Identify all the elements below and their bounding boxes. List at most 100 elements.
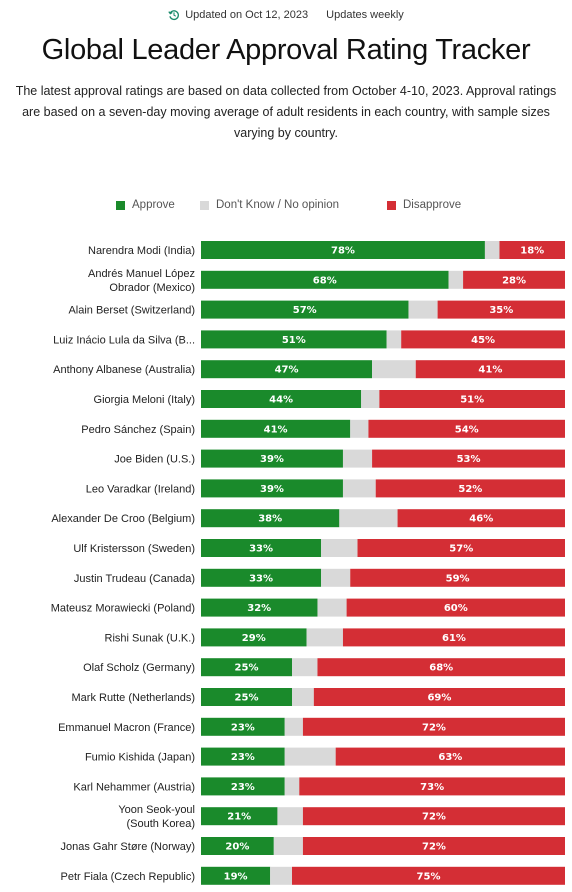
bar-segment-approve xyxy=(201,747,285,766)
legend-swatch-disapprove xyxy=(387,200,396,210)
data-label-disapprove: 57% xyxy=(449,544,473,555)
bar-segment-dont-know xyxy=(448,270,464,289)
bar-segment-dont-know xyxy=(342,449,373,468)
data-label-approve: 47% xyxy=(275,365,299,376)
data-label-disapprove: 63% xyxy=(438,752,462,763)
bar-segment-disapprove xyxy=(375,479,565,498)
legend-item-approve: Approve xyxy=(116,199,175,211)
data-label-approve: 51% xyxy=(282,335,306,346)
chart-row: Giorgia Meloni (Italy) 44% 51% xyxy=(94,390,565,408)
updated-date-text: Updated on Oct 12, 2023 xyxy=(185,9,309,21)
updated-info: Updated on Oct 12, 2023 xyxy=(168,9,308,21)
data-label-approve: 38% xyxy=(258,514,282,525)
category-label: Mateusz Morawiecki (Poland) xyxy=(51,603,195,615)
bar-segment-approve xyxy=(201,807,278,826)
bar-segment-approve xyxy=(201,688,292,706)
chart-row: Leo Varadkar (Ireland) 39% 52% xyxy=(86,479,565,498)
page-subtitle: The latest approval ratings are based on… xyxy=(15,84,557,140)
bar-segment-dont-know xyxy=(361,390,380,408)
bar-segment-dont-know xyxy=(321,568,351,587)
data-label-disapprove: 59% xyxy=(446,573,470,584)
data-label-approve: 33% xyxy=(249,573,273,584)
category-label: Pedro Sánchez (Spain) xyxy=(81,424,195,436)
data-label-approve: 57% xyxy=(293,305,317,316)
bar-segment-approve xyxy=(201,300,409,319)
category-label: Fumio Kishida (Japan) xyxy=(85,752,195,764)
data-label-disapprove: 18% xyxy=(520,246,544,257)
category-label: Joe Biden (U.S.) xyxy=(114,454,195,466)
chart-row: Pedro Sánchez (Spain) 41% 54% xyxy=(81,419,565,438)
bar-segment-dont-know xyxy=(306,628,343,647)
bar-segment-dont-know xyxy=(342,479,376,498)
data-label-disapprove: 52% xyxy=(458,484,482,495)
data-label-disapprove: 54% xyxy=(455,424,479,435)
data-label-approve: 19% xyxy=(224,871,248,882)
data-label-approve: 41% xyxy=(264,424,288,435)
chart-row: Emmanuel Macron (France) 23% 72% xyxy=(58,717,565,736)
bar-segment-approve xyxy=(201,777,285,796)
category-label: Karl Nehammer (Austria) xyxy=(73,781,195,793)
legend-label-approve: Approve xyxy=(132,199,175,211)
bar-segment-approve xyxy=(201,837,274,855)
data-label-approve: 33% xyxy=(249,544,273,555)
bar-segment-disapprove xyxy=(346,598,565,617)
category-label: Alexander De Croo (Belgium) xyxy=(51,513,195,525)
legend-label-disapprove: Disapprove xyxy=(403,199,462,211)
page-title: Global Leader Approval Rating Tracker xyxy=(41,34,531,66)
chart-row: Joe Biden (U.S.) 39% 53% xyxy=(114,449,565,468)
bar-segment-dont-know xyxy=(484,241,500,259)
bar-segment-dont-know xyxy=(292,658,318,677)
data-label-approve: 25% xyxy=(235,663,259,674)
data-label-disapprove: 35% xyxy=(489,305,513,316)
data-label-disapprove: 28% xyxy=(502,275,526,286)
bar-segment-approve xyxy=(201,658,292,677)
data-label-disapprove: 72% xyxy=(422,842,446,853)
category-label: Justin Trudeau (Canada) xyxy=(74,573,195,585)
bar-segment-disapprove xyxy=(437,300,565,319)
data-label-disapprove: 73% xyxy=(420,782,444,793)
chart-row: Justin Trudeau (Canada) 33% 59% xyxy=(74,568,565,587)
bar-segment-disapprove xyxy=(302,837,565,855)
chart-row: Luiz Inácio Lula da Silva (B... 51% 45% xyxy=(53,330,565,349)
legend-swatch-dont-know xyxy=(200,200,209,210)
bar-segment-dont-know xyxy=(292,688,314,706)
data-label-disapprove: 69% xyxy=(427,693,451,704)
data-label-approve: 39% xyxy=(260,484,284,495)
bar-segment-approve xyxy=(201,390,362,408)
category-label: Anthony Albanese (Australia) xyxy=(53,364,195,376)
bar-segment-disapprove xyxy=(357,539,565,557)
category-label: Andrés Manuel López Obrador (Mexico) xyxy=(88,268,195,294)
bar-segment-dont-know xyxy=(284,747,336,766)
bar-segment-disapprove xyxy=(463,270,565,289)
data-label-approve: 32% xyxy=(247,603,271,614)
bar-segment-dont-know xyxy=(372,360,416,379)
bar-segment-approve xyxy=(201,866,271,885)
bar-segment-dont-know xyxy=(321,539,358,557)
bar-segment-approve xyxy=(201,717,285,736)
data-label-disapprove: 68% xyxy=(429,663,453,674)
bar-segment-dont-know xyxy=(273,837,303,855)
bar-segment-dont-know xyxy=(408,300,438,319)
chart-row: Jonas Gahr Støre (Norway) 20% 72% xyxy=(61,837,565,855)
category-label: Olaf Scholz (Germany) xyxy=(83,662,195,674)
category-label: Leo Varadkar (Ireland) xyxy=(86,483,195,495)
bar-segment-approve xyxy=(201,509,340,528)
bar-segment-dont-know xyxy=(386,330,402,349)
legend-label-dont-know: Don't Know / No opinion xyxy=(216,199,340,211)
category-label: Petr Fiala (Czech Republic) xyxy=(61,871,196,883)
clock-refresh-icon xyxy=(168,9,180,21)
bar-segment-approve xyxy=(201,270,449,289)
data-label-disapprove: 46% xyxy=(469,514,493,525)
bar-segment-disapprove xyxy=(350,568,565,587)
data-label-approve: 23% xyxy=(231,782,255,793)
data-label-approve: 23% xyxy=(231,722,255,733)
bar-segment-approve xyxy=(201,449,343,468)
chart-row: Rishi Sunak (U.K.) 29% 61% xyxy=(105,628,565,647)
data-label-approve: 21% xyxy=(227,812,251,823)
category-label: Rishi Sunak (U.K.) xyxy=(105,632,195,644)
data-label-disapprove: 61% xyxy=(442,633,466,644)
category-label: Jonas Gahr Støre (Norway) xyxy=(61,841,195,853)
bar-segment-disapprove xyxy=(313,688,565,706)
bar-segment-approve xyxy=(201,568,322,587)
legend-item-dont-know: Don't Know / No opinion xyxy=(200,199,339,211)
